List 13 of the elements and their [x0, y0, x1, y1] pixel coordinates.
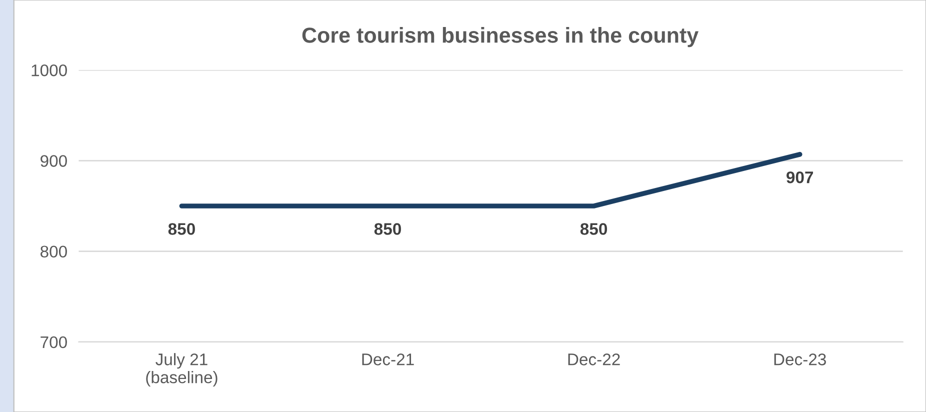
data-label: 907 [786, 171, 814, 184]
y-tick-label: 700 [40, 336, 67, 348]
x-tick-label: Dec-21 [362, 354, 414, 366]
x-tick-label: Dec-22 [568, 354, 620, 366]
data-label: 850 [374, 223, 401, 235]
y-tick-label: 800 [40, 246, 67, 258]
y-tick-label: 1000 [32, 64, 67, 76]
x-tick-label: Dec-23 [774, 354, 826, 366]
data-label: 850 [580, 223, 608, 235]
x-tick-label: July 21 (baseline) [146, 353, 218, 387]
chart-title: Core tourism businesses in the county [302, 27, 699, 48]
data-label: 850 [168, 223, 195, 235]
y-tick-label: 900 [40, 155, 67, 167]
